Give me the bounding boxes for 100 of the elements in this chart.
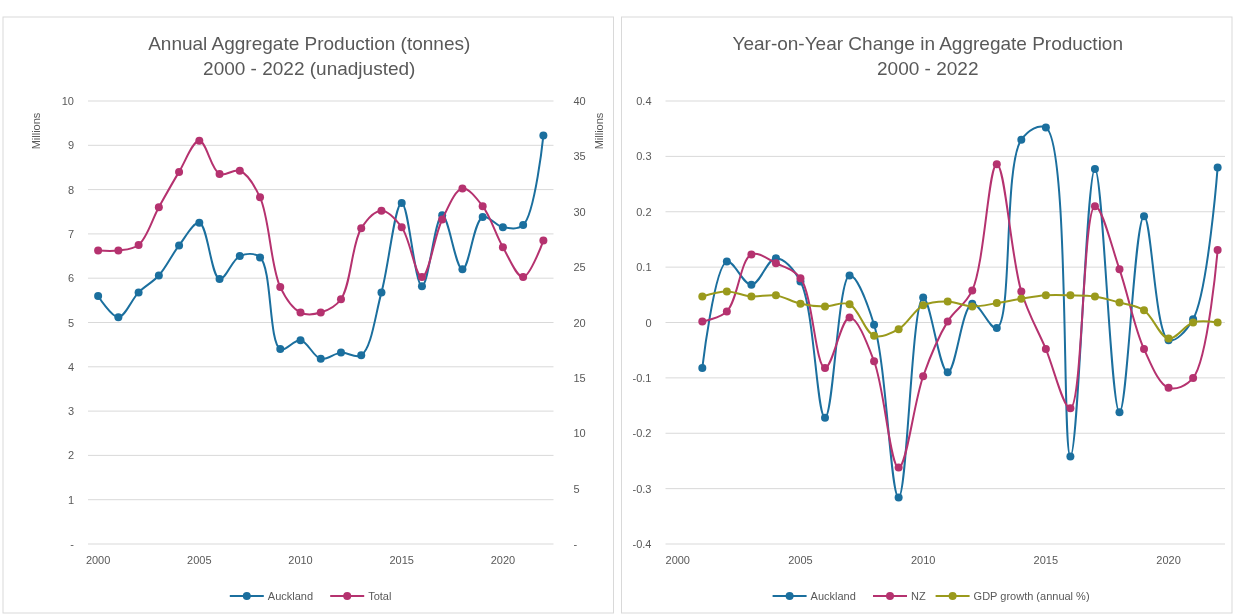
point — [992, 299, 1001, 308]
point — [215, 275, 224, 284]
point — [357, 351, 366, 360]
point — [747, 292, 756, 301]
y-tick-label: 8 — [67, 183, 74, 196]
point — [845, 313, 854, 322]
point — [478, 213, 487, 222]
point — [357, 224, 366, 233]
point — [215, 170, 224, 179]
legend-label: Auckland — [810, 590, 856, 602]
point — [771, 259, 780, 268]
legend-label: GDP growth (annual %) — [973, 590, 1090, 602]
point — [821, 302, 830, 311]
y-tick-label: 0.2 — [636, 205, 652, 218]
point — [1041, 345, 1050, 354]
point — [1066, 404, 1075, 413]
y2-tick-label: 20 — [573, 316, 586, 329]
point — [1017, 135, 1026, 144]
point — [821, 413, 830, 422]
point — [722, 307, 731, 316]
point — [397, 223, 406, 232]
point — [1017, 287, 1026, 296]
point — [417, 282, 426, 291]
point — [114, 313, 123, 322]
point — [845, 271, 854, 280]
point — [771, 291, 780, 300]
point — [1140, 306, 1149, 315]
point — [276, 345, 285, 354]
point — [1041, 123, 1050, 132]
point — [1213, 163, 1222, 172]
point — [1041, 291, 1050, 300]
point — [498, 243, 507, 252]
x-tick-label: 2015 — [1033, 554, 1059, 566]
point — [1115, 265, 1124, 274]
point — [458, 184, 467, 193]
point — [1140, 345, 1149, 354]
point — [276, 283, 285, 292]
point — [296, 308, 305, 317]
y2-axis-title: Millions — [592, 112, 605, 150]
point — [919, 301, 928, 310]
y2-tick-label: - — [573, 538, 578, 550]
point — [747, 280, 756, 289]
x-tick-label: 2010 — [288, 554, 313, 566]
y2-tick-label: 15 — [573, 371, 586, 384]
y2-tick-label: 35 — [573, 150, 586, 163]
point — [992, 324, 1001, 333]
point — [943, 368, 952, 377]
point — [154, 271, 163, 280]
chart-title: Annual Aggregate Production (tonnes) 2000 - 2022 (unadjusted) — [148, 33, 471, 79]
x-tick-label: 2005 — [187, 554, 212, 566]
point — [377, 288, 386, 297]
point — [175, 241, 184, 250]
point — [316, 308, 325, 317]
point — [417, 273, 426, 282]
point — [992, 160, 1001, 169]
y-axis-title: Millions — [30, 112, 42, 150]
point — [894, 463, 903, 472]
point — [943, 297, 952, 306]
point — [870, 331, 879, 340]
y2-tick-label: 5 — [573, 482, 580, 495]
legend-label: NZ — [911, 590, 926, 602]
point — [1090, 202, 1099, 211]
point — [94, 246, 103, 255]
point — [1213, 318, 1222, 327]
point — [1213, 245, 1222, 254]
point — [539, 236, 548, 245]
y-tick-label: -0.3 — [632, 482, 652, 495]
y-tick-label: -0.2 — [632, 427, 652, 440]
point — [1066, 452, 1075, 461]
y-tick-label: 1 — [67, 493, 74, 506]
point — [195, 218, 204, 227]
x-tick-label: 2020 — [1156, 554, 1181, 566]
point — [968, 286, 977, 295]
point — [478, 202, 487, 211]
y-tick-label: 9 — [67, 139, 74, 152]
point — [498, 223, 507, 232]
point — [1164, 383, 1173, 392]
point — [894, 325, 903, 334]
y2-tick-label: 30 — [573, 205, 586, 218]
point — [397, 198, 406, 207]
point — [316, 354, 325, 363]
point — [870, 320, 879, 329]
point — [114, 246, 123, 255]
y-tick-label: 0.4 — [636, 95, 652, 107]
point — [235, 252, 244, 261]
point — [1066, 291, 1075, 300]
point — [1090, 165, 1099, 174]
point — [919, 293, 928, 302]
point — [256, 253, 265, 262]
x-tick-label: 2015 — [389, 554, 414, 566]
point — [1115, 408, 1124, 417]
y-tick-label: -0.4 — [632, 538, 652, 550]
y-tick-label: 3 — [67, 405, 74, 418]
point — [943, 317, 952, 326]
point — [1189, 373, 1198, 382]
y-tick-label: -0.1 — [632, 371, 652, 384]
point — [722, 287, 731, 296]
point — [698, 317, 707, 326]
y-tick-label: 0.3 — [636, 150, 652, 163]
point — [539, 131, 548, 140]
